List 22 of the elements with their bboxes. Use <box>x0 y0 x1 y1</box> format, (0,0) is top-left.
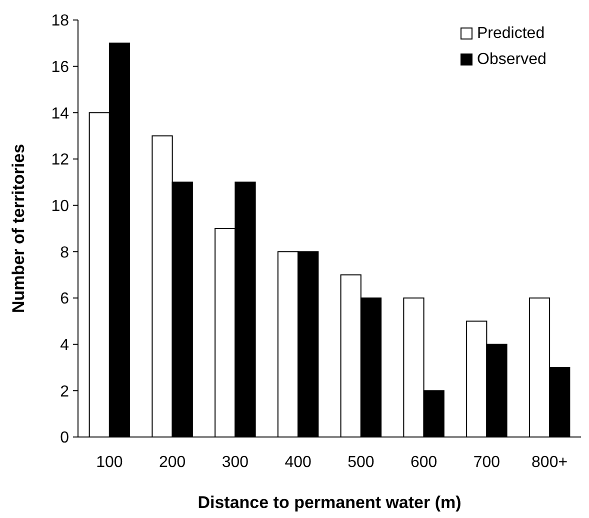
x-tick-label: 200 <box>158 454 186 471</box>
y-tick-label: 4 <box>60 336 70 354</box>
x-tick-label: 800+ <box>532 454 568 471</box>
x-tick-label: 700 <box>473 454 500 471</box>
x-tick-label: 600 <box>410 454 438 471</box>
y-tick-label: 0 <box>60 430 70 447</box>
x-tick-label: 300 <box>222 454 249 471</box>
y-tick-label: 14 <box>51 105 70 122</box>
y-tick-label: 10 <box>51 198 70 215</box>
x-tick-label: 100 <box>96 454 123 471</box>
y-tick-label: 16 <box>51 58 70 76</box>
x-tick-label: 500 <box>348 454 374 471</box>
y-tick-label: 18 <box>51 12 70 30</box>
y-tick-label: 6 <box>60 290 70 308</box>
legend-label: Observed <box>477 51 546 68</box>
y-axis-title: Number of territories <box>9 144 28 314</box>
y-tick-label: 2 <box>60 383 70 400</box>
legend-label: Predicted <box>477 25 545 42</box>
x-tick-label: 400 <box>284 454 312 471</box>
x-axis-title: Distance to permanent water (m) <box>198 493 462 512</box>
y-tick-label: 12 <box>51 152 70 169</box>
y-tick-label: 8 <box>60 244 70 262</box>
